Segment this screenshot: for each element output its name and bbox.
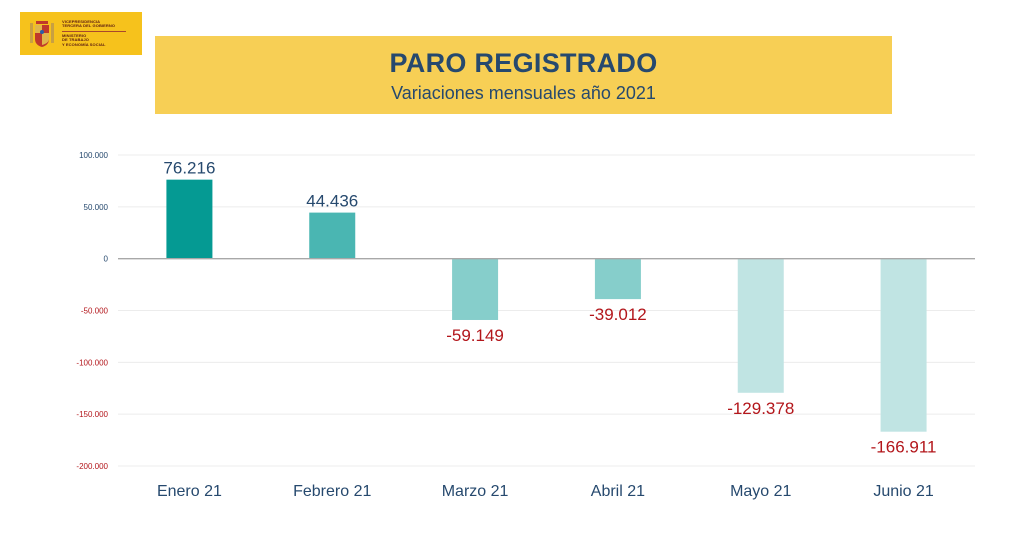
data-label: -59.149 [446, 326, 504, 345]
data-label: 76.216 [163, 159, 215, 178]
bar [166, 179, 213, 259]
coat-of-arms-icon [30, 19, 54, 49]
bar [594, 258, 641, 300]
title-banner: PARO REGISTRADO Variaciones mensuales añ… [155, 36, 892, 114]
y-tick-label: 0 [104, 255, 109, 264]
y-tick-label: 50.000 [84, 203, 109, 212]
y-tick-label: 100.000 [79, 151, 108, 160]
data-label: 44.436 [306, 192, 358, 211]
x-tick-label: Marzo 21 [442, 483, 509, 500]
x-tick-label: Enero 21 [157, 483, 222, 500]
ministry-line: VICEPRESIDENCIA [62, 18, 101, 24]
chart-subtitle: Variaciones mensuales año 2021 [391, 83, 656, 103]
data-label: -39.012 [589, 305, 647, 324]
data-label: -166.911 [871, 438, 937, 457]
y-tick-label: -100.000 [76, 358, 108, 367]
x-tick-label: Abril 21 [591, 483, 645, 500]
ministry-line: MINISTERIO [62, 32, 87, 38]
chart-title: PARO REGISTRADO [389, 48, 658, 78]
ministry-name: VICEPRESIDENCIA TERCERA DEL GOBIERNO MIN… [62, 18, 126, 48]
ministry-line: DE TRABAJO [62, 37, 90, 43]
y-tick-label: -150.000 [76, 410, 108, 419]
bar [452, 258, 499, 320]
divider [62, 30, 126, 32]
x-tick-label: Mayo 21 [730, 483, 791, 500]
x-tick-label: Febrero 21 [293, 483, 371, 500]
y-tick-label: -200.000 [76, 462, 108, 471]
ministry-line: TERCERA DEL GOBIERNO [62, 23, 116, 29]
bar [737, 258, 784, 393]
ministry-line: Y ECONOMÍA SOCIAL [62, 41, 106, 47]
government-logo: VICEPRESIDENCIA TERCERA DEL GOBIERNO MIN… [20, 12, 142, 55]
bar [309, 212, 356, 259]
y-tick-label: -50.000 [81, 307, 109, 316]
data-label: -129.378 [727, 399, 794, 418]
bar [880, 258, 927, 432]
x-tick-label: Junio 21 [873, 483, 934, 500]
